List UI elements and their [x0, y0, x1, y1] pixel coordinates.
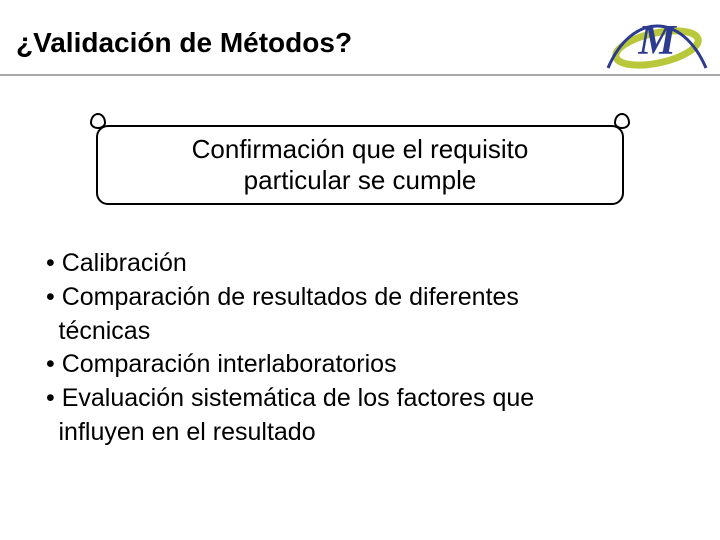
bullet-item-4-cont: influyen en el resultado [46, 416, 660, 450]
subtitle: Confirmación que el requisito particular… [174, 134, 547, 196]
bullet-item-1: • Calibración [46, 247, 660, 281]
bullet-item-4: • Evaluación sistemática de los factores… [46, 382, 660, 416]
bullet-item-2-cont: técnicas [46, 315, 660, 349]
bullet-item-3: • Comparación interlaboratorios [46, 348, 660, 382]
bullet-item-2: • Comparación de resultados de diferente… [46, 281, 660, 315]
bullet-list: • Calibración • Comparación de resultado… [46, 247, 660, 450]
logo-letter: M [637, 18, 677, 64]
subtitle-line2: particular se cumple [244, 165, 477, 195]
slide-title: ¿Validación de Métodos? [10, 27, 352, 59]
subtitle-line1: Confirmación que el requisito [192, 134, 529, 164]
slide: ¿Validación de Métodos? M Confirmación q… [0, 0, 720, 540]
subtitle-scroll: Confirmación que el requisito particular… [96, 125, 624, 205]
logo: M [602, 2, 712, 80]
logo-svg: M [602, 2, 712, 80]
